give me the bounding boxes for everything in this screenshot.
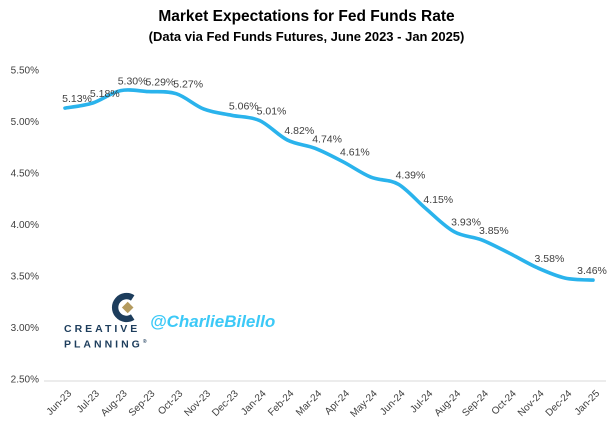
data-label: 5.13%	[62, 93, 92, 105]
x-axis-label: Oct-24	[490, 388, 519, 417]
brand-name-line1: CREATIVE	[64, 323, 141, 335]
y-axis-tick-label: 5.00%	[11, 117, 39, 128]
x-axis-label: Apr-24	[323, 388, 352, 417]
x-axis-label: Aug-24	[433, 388, 464, 419]
creative-planning-logo: CREATIVE PLANNING®	[64, 292, 160, 352]
x-axis-label: Dec-24	[544, 388, 575, 419]
y-axis-tick-label: 3.50%	[11, 272, 39, 283]
x-axis-label: Oct-23	[156, 388, 185, 417]
data-label: 5.29%	[145, 77, 175, 89]
data-label: 4.74%	[312, 133, 342, 145]
x-axis-label: Sep-24	[460, 388, 491, 419]
logo-diamond	[121, 301, 134, 314]
x-axis-label: Nov-23	[182, 388, 213, 419]
y-axis-tick-label: 4.50%	[11, 169, 39, 180]
chart-subtitle: (Data via Fed Funds Futures, June 2023 -…	[148, 29, 465, 44]
x-axis-label: Feb-24	[266, 388, 296, 418]
x-axis-label: Jan-24	[239, 388, 269, 418]
x-axis-label: May-24	[348, 388, 380, 420]
data-label: 3.46%	[577, 265, 607, 277]
y-axis-tick-label: 3.00%	[11, 323, 39, 334]
x-axis-label: Mar-24	[294, 388, 324, 418]
registered-trademark: ®	[142, 339, 147, 345]
data-label: 3.58%	[535, 253, 565, 265]
y-axis-tick-label: 5.50%	[11, 66, 39, 77]
y-axis-tick-label: 2.50%	[11, 375, 39, 386]
chart-title: Market Expectations for Fed Funds Rate	[158, 8, 455, 25]
creative-planning-logo-icon	[111, 292, 135, 323]
x-axis-label: Jun-24	[378, 388, 408, 418]
brand-name-line2: PLANNING®	[64, 338, 147, 351]
data-label: 4.39%	[396, 169, 426, 181]
data-label: 4.61%	[340, 147, 370, 159]
logo-c-mark	[111, 292, 135, 323]
x-axis-label: Sep-23	[127, 388, 158, 419]
data-label: 5.30%	[118, 76, 148, 88]
x-axis-label: Aug-23	[99, 388, 130, 419]
watermark-handle: @CharlieBilello	[150, 312, 276, 331]
fed-funds-expectations-line	[63, 88, 595, 282]
data-label: 5.06%	[229, 100, 259, 112]
data-label: 5.27%	[173, 79, 203, 91]
y-axis-tick-label: 4.00%	[11, 220, 39, 231]
x-axis-label: Dec-23	[210, 388, 241, 419]
data-label: 4.15%	[423, 194, 453, 206]
data-label: 5.18%	[90, 88, 120, 100]
data-label: 3.85%	[479, 225, 509, 237]
data-label: 3.93%	[451, 217, 481, 229]
data-label: 5.01%	[257, 105, 287, 117]
x-axis-label: Jun-23	[45, 388, 75, 418]
x-axis-label: Jan-25	[573, 388, 603, 418]
x-axis-label: Nov-24	[516, 388, 547, 419]
data-label: 4.82%	[284, 125, 314, 137]
